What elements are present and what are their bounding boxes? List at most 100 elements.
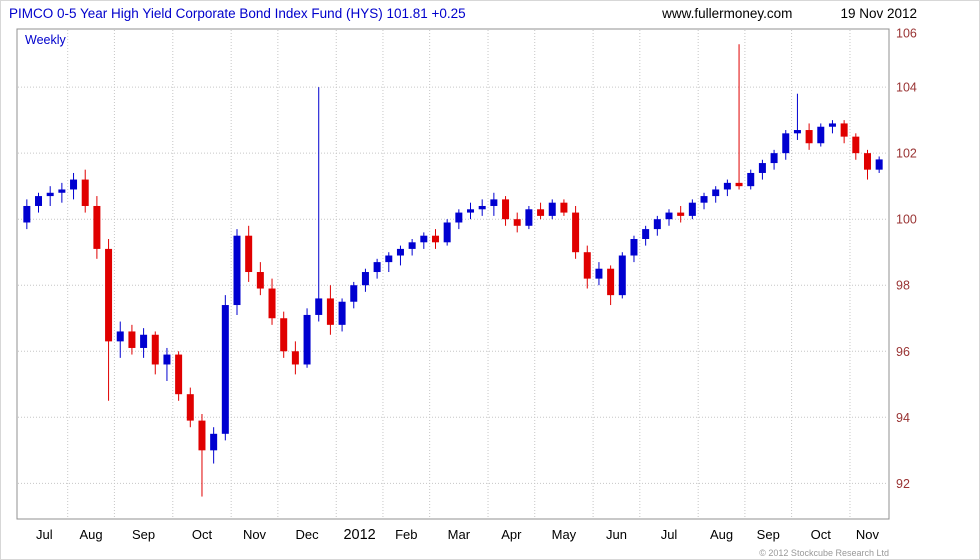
x-axis-label: Dec (295, 527, 319, 542)
candle-body-up (35, 196, 43, 206)
x-axis-label: Jul (661, 527, 678, 542)
candle-body-down (513, 219, 521, 226)
fullermoney-link[interactable]: www.fullermoney.com (662, 5, 793, 21)
candle-body-up (793, 130, 801, 134)
candle-body-up (525, 209, 533, 226)
candle-body-up (653, 219, 661, 230)
candle-body-up (478, 205, 486, 210)
candle-body-up (233, 235, 241, 306)
candle-body-down (268, 288, 276, 319)
candle-body-up (467, 209, 475, 213)
y-axis-label: 106 (896, 27, 917, 41)
y-axis-label: 94 (896, 411, 910, 425)
candle-body-down (198, 420, 206, 451)
candle-body-up (70, 179, 78, 190)
timeframe-label: Weekly (25, 33, 66, 47)
price-chart: 92 94 96 98 100 102 104 106 Jul Aug Sep Oct Nov Dec 20… (16, 27, 917, 543)
candle-body-down (151, 334, 159, 365)
candle-body-up (420, 235, 428, 243)
candle-body-down (128, 331, 136, 348)
x-axis-label: 2012 (343, 527, 375, 543)
instrument-title: PIMCO 0-5 Year High Yield Corporate Bond… (9, 5, 466, 21)
x-axis-label: Oct (192, 527, 213, 542)
candle-body-down (291, 351, 299, 365)
x-axis-label: Oct (811, 527, 832, 542)
candle-body-up (548, 202, 556, 216)
candle-body-up (350, 285, 358, 302)
copyright-label: © 2012 Stockcube Research Ltd (759, 548, 889, 558)
x-axis-label: May (552, 527, 577, 542)
candle-body-up (140, 334, 148, 348)
candle-body-down (805, 130, 813, 144)
candle-body-up (828, 123, 836, 127)
chart-area: 92 94 96 98 100 102 104 106 Jul Aug Sep Oct Nov Dec 20… (1, 25, 979, 559)
candle-body-down (175, 354, 183, 395)
candle-body-up (723, 182, 731, 190)
candle-body-up (770, 153, 778, 164)
candle-body-down (326, 298, 334, 325)
candle-body-down (537, 209, 545, 216)
x-axis-label: Jul (36, 527, 53, 542)
y-axis-label: 96 (896, 345, 910, 359)
x-axis-label: Sep (132, 527, 155, 542)
candle-body-down (431, 235, 439, 243)
candle-body-down (572, 212, 580, 253)
y-axis-label: 104 (896, 81, 917, 95)
candle-body-up (688, 202, 696, 216)
header-right: www.fullermoney.com 19 Nov 2012 (662, 6, 917, 21)
candle-body-up (618, 255, 626, 296)
candle-body-down (93, 205, 101, 249)
x-axis-label: Mar (448, 527, 471, 542)
candle-body-up (303, 314, 311, 365)
candle-body-up (23, 205, 31, 223)
candle-body-down (677, 212, 685, 216)
x-axis-label: Aug (79, 527, 102, 542)
candle-body-up (373, 262, 381, 273)
candle-body-down (81, 179, 89, 206)
candle-body-down (105, 248, 113, 342)
x-axis-label: Aug (710, 527, 733, 542)
y-axis-label: 100 (896, 213, 917, 227)
x-axis-label: Nov (856, 527, 880, 542)
candle-body-up (782, 133, 790, 154)
x-axis-label: Sep (757, 527, 780, 542)
y-axis-label: 102 (896, 147, 917, 161)
candle-body-up (163, 354, 171, 365)
chart-header: PIMCO 0-5 Year High Yield Corporate Bond… (1, 1, 979, 25)
candle-body-up (700, 196, 708, 203)
candle-body-down (583, 252, 591, 279)
candle-body-down (280, 318, 288, 352)
candle-body-up (665, 212, 673, 220)
candle-body-down (245, 235, 253, 273)
candle-body-down (840, 123, 848, 137)
candle-body-down (607, 268, 615, 296)
candle-body-up (747, 172, 755, 187)
candle-body-up (712, 189, 720, 197)
y-axis-label: 92 (896, 477, 910, 491)
candle-body-down (852, 136, 860, 154)
candle-body-up (875, 159, 883, 170)
candle-body-down (560, 202, 568, 213)
candle-body-up (642, 229, 650, 239)
x-axis-label: Jun (606, 527, 627, 542)
x-axis-label: Nov (243, 527, 267, 542)
plot-border (16, 28, 890, 520)
candle-body-up (361, 272, 369, 286)
candle-body-down (502, 199, 510, 220)
candle-body-up (338, 301, 346, 325)
candle-body-up (455, 212, 463, 223)
y-axis-label: 98 (896, 279, 910, 293)
candle-body-down (863, 153, 871, 170)
candle-body-up (210, 433, 218, 451)
x-axis-label: Apr (501, 527, 522, 542)
candle-body-up (385, 255, 393, 263)
candle-body-up (315, 298, 323, 315)
date-label: 19 Nov 2012 (840, 5, 917, 21)
candle-body-down (735, 182, 743, 187)
candle-body-up (630, 239, 638, 256)
candle-body-up (758, 163, 766, 173)
candle-body-up (595, 268, 603, 279)
candle-body-down (186, 394, 194, 421)
candle-body-down (256, 272, 264, 289)
